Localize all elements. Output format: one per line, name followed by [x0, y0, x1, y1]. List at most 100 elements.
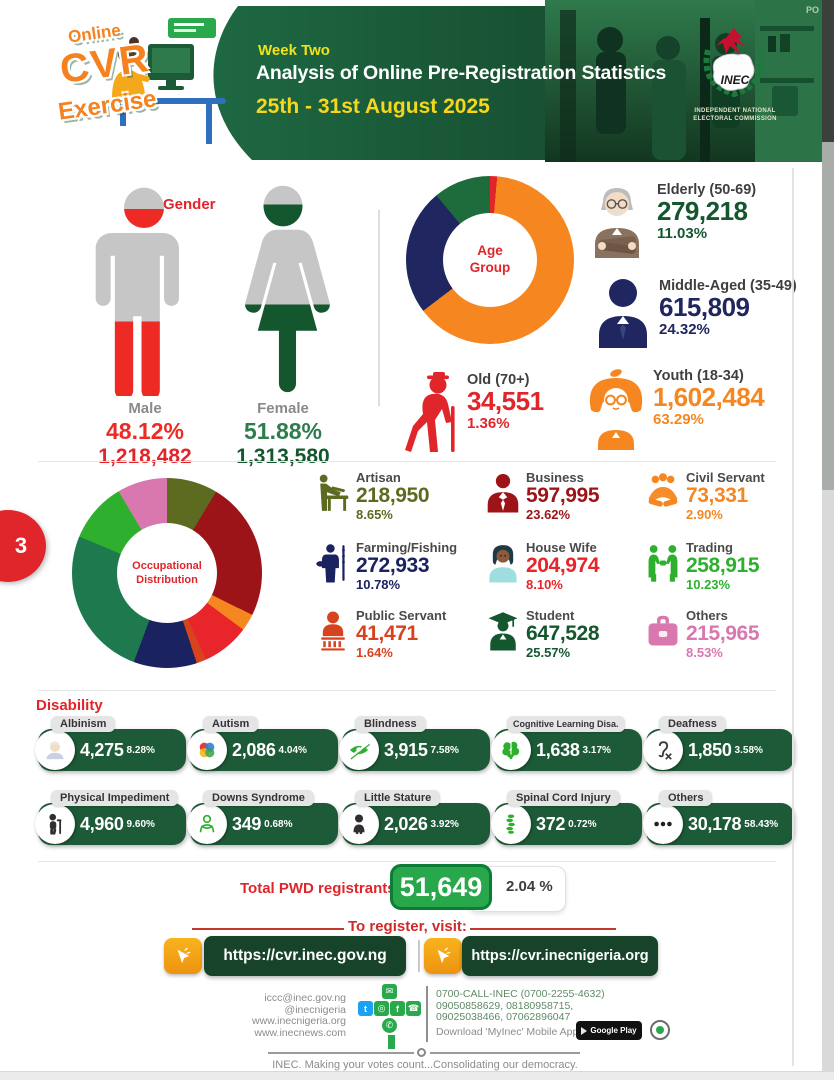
total-pwd-percent: 2.04 % [506, 878, 553, 895]
page-title: Analysis of Online Pre-Registration Stat… [256, 62, 667, 84]
whatsapp-icon[interactable]: ✆ [382, 1018, 397, 1033]
farming-fishing-icon [316, 544, 345, 583]
youth-label: Youth (18-34) [653, 368, 744, 384]
phone-line-1: 0700-CALL-INEC (0700-2255-4632) [436, 988, 605, 1000]
disability-little-stature: Little Stature 2,026 3.92% [339, 788, 490, 845]
occ-stat-others: Others 215,965 8.53% [646, 608, 760, 660]
page-edge-strip [822, 0, 834, 142]
gender-section-title: Gender [163, 196, 216, 213]
elderly-value: 279,218 [657, 196, 748, 226]
footer-email[interactable]: iccc@inec.gov.ng [264, 992, 346, 1004]
cvr-exercise-logo: Online CVR Exercise [56, 14, 240, 148]
civil-servant-icon [648, 473, 678, 507]
elderly-label: Elderly (50-69) [657, 182, 757, 198]
female-figure-icon [245, 185, 330, 393]
twitter-icon[interactable]: t [358, 1001, 373, 1016]
header-week-label: Week Two [258, 42, 330, 59]
male-percent: 48.12% [105, 418, 184, 444]
inec-logo-text: INEC [721, 73, 750, 87]
occupational-donut-center-label: Occupational Distribution [117, 523, 217, 623]
disability-deafness: Deafness 1,850 3.58% [643, 714, 794, 771]
footer-handle[interactable]: @inecnigeria [284, 1003, 346, 1016]
occ-stat-business: Business 597,995 23.62% [486, 470, 600, 522]
elderly-percent: 11.03% [657, 225, 708, 243]
gender-age-divider [378, 210, 380, 406]
disability-cognitive: Cognitive Learning Disa. 1,638 3.17% [491, 714, 642, 771]
middle-aged-man-icon [599, 279, 647, 348]
briefcase-icon [648, 615, 678, 646]
male-label: Male [128, 400, 162, 417]
footer-divider [426, 986, 428, 1042]
male-figure-icon [95, 187, 179, 396]
page-number-badge: 3 [0, 510, 46, 582]
student-icon [488, 612, 518, 651]
physical-impediment-icon [49, 813, 62, 835]
cognitive-brain-icon [502, 741, 520, 760]
footer-site-2[interactable]: www.inecnews.com [254, 1026, 346, 1039]
middle-aged-percent: 24.32% [659, 321, 710, 339]
footer-phones: 0700-CALL-INEC (0700-2255-4632) 09050858… [436, 988, 605, 1024]
male-value: 1,218,482 [98, 445, 192, 468]
google-play-badge[interactable]: Google Play [576, 1021, 642, 1040]
disability-section-title: Disability [36, 697, 103, 714]
public-servant-icon [321, 611, 345, 651]
female-value: 1,313,580 [236, 445, 330, 468]
disability-blindness: Blindness 3,915 7.58% [339, 714, 490, 771]
male-stats: Male 48.12% 1,218,482 [88, 400, 202, 469]
age-stat-middle-aged: Middle-Aged (35-49) 615,809 24.32% [596, 278, 797, 348]
female-stats: Female 51.88% 1,313,580 [222, 400, 344, 469]
photo-corner-text: PO [806, 5, 819, 15]
old-percent: 1.36% [467, 415, 510, 433]
middle-aged-label: Middle-Aged (35-49) [659, 278, 797, 294]
facebook-icon[interactable]: f [390, 1001, 405, 1016]
header-photo: PO [545, 0, 823, 162]
age-donut-center-label: Age Group [443, 213, 537, 307]
albinism-icon [46, 741, 64, 760]
instagram-icon[interactable]: ◎ [374, 1001, 389, 1016]
header-banner: PO INEC INDEPENDENT NATIONAL ELECTORAL C… [213, 0, 824, 162]
download-app-text: Download 'MyInec' Mobile App [436, 1026, 579, 1038]
female-label: Female [257, 400, 309, 417]
female-percent: 51.88% [243, 418, 322, 444]
tagline-divider-left [268, 1052, 414, 1054]
app-badge-icon [650, 1020, 670, 1040]
disability-others: Others 30,178 58.43% [643, 788, 794, 845]
disability-albinism: Albinism 4,275 8.28% [35, 714, 186, 771]
url-divider [418, 940, 420, 972]
total-pwd-value-box: 51,649 [390, 864, 492, 910]
downs-syndrome-icon [199, 814, 215, 833]
header-date-range: 25th - 31st August 2025 [256, 95, 490, 118]
page-edge-strip[interactable] [822, 490, 834, 1080]
occ-stat-public-servant: Public Servant 41,471 1.64% [316, 608, 446, 660]
footer-site-1[interactable]: www.inecnigeria.org [252, 1015, 346, 1027]
register-divider-right [470, 928, 616, 930]
footer-links: iccc@inec.gov.ng @inecnigeria www.inecni… [232, 992, 346, 1039]
register-url-2[interactable]: https://cvr.inecnigeria.org [462, 936, 658, 976]
artisan-icon [319, 474, 349, 511]
phone-line-3: 09025038466, 07062896047 [436, 1011, 571, 1023]
phone-icon[interactable]: ☎ [406, 1001, 421, 1016]
page-bottom-strip [0, 1071, 834, 1080]
mail-icon[interactable]: ✉ [382, 984, 397, 999]
age-stat-elderly: Elderly (50-69) 279,218 11.03% [586, 182, 756, 258]
disability-physical: Physical Impediment 4,960 9.60% [35, 788, 186, 845]
inec-caption-line2: ELECTORAL COMMISSION [693, 116, 776, 122]
total-pwd-label: Total PWD registrants [240, 880, 396, 897]
register-url-1[interactable]: https://cvr.inec.gov.ng [204, 936, 406, 976]
disability-spinal: Spinal Cord Injury 372 0.72% [491, 788, 642, 845]
content-edge-line [792, 168, 794, 1066]
autism-icon [199, 742, 215, 758]
cursor-icon[interactable] [164, 938, 202, 974]
cursor-icon[interactable] [424, 938, 462, 974]
page-edge-strip [822, 142, 834, 490]
blindness-icon [349, 741, 370, 760]
old-label: Old (70+) [467, 372, 530, 388]
section-divider [38, 861, 776, 862]
trading-icon [648, 545, 678, 582]
disability-downs: Downs Syndrome 349 0.68% [187, 788, 338, 845]
tagline-divider-right [430, 1052, 580, 1054]
register-divider-left [192, 928, 344, 930]
occ-stat-house-wife: House Wife 204,974 8.10% [486, 540, 600, 592]
business-icon [487, 473, 519, 513]
